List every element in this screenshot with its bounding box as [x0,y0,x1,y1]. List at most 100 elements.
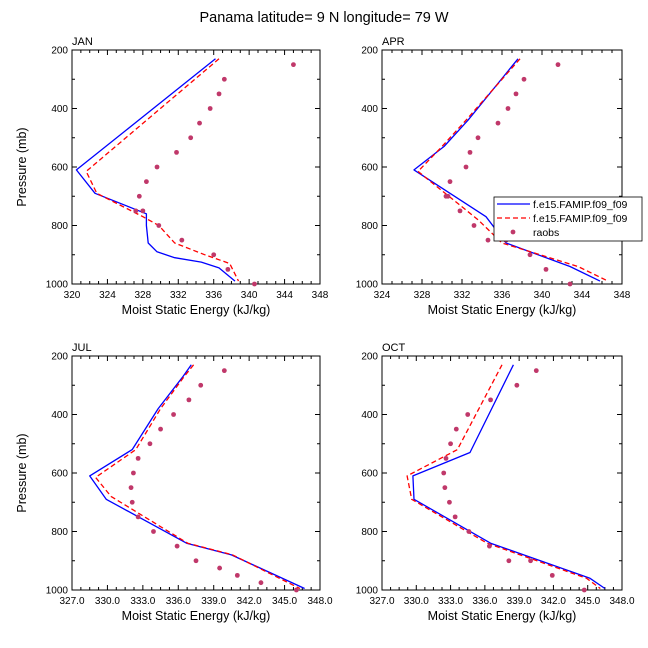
jan-ytick-label: 600 [51,163,68,174]
oct-ytick-label: 200 [361,352,378,363]
oct-model-solid-line [412,364,606,590]
oct-raobs-point [488,397,493,403]
jul-plot-frame [71,355,321,591]
apr-ytick-label: 800 [361,221,378,232]
legend-label: raobs [533,227,559,239]
jul-raobs-point [128,485,134,491]
apr-model-dashed-line [417,58,609,282]
jan-x-axis-title: Moist Static Energy (kJ/kg) [122,303,271,317]
jul-raobs-point [174,543,180,549]
jul-raobs-point [147,441,153,447]
jan-xtick-label: 344 [276,290,293,301]
jan-raobs-point [197,120,202,126]
jul-ytick-label: 200 [51,352,68,363]
jan-raobs-point [225,266,231,272]
jan-raobs-point [211,252,217,258]
jul-panel-label: JUL [72,342,92,354]
oct-raobs-point [581,587,587,593]
apr-raobs-point [555,62,561,68]
apr-ytick-label: 200 [361,46,378,57]
oct-xtick-label: 348.0 [609,596,634,607]
oct-xtick-label: 336.0 [472,596,497,607]
jan-raobs-point [221,76,227,82]
apr-raobs-point [543,266,549,272]
jan-ytick-label: 400 [51,104,68,115]
apr-xtick-label: 336 [494,290,511,301]
oct-xtick-label: 327.0 [369,596,394,607]
apr-xtick-label: 332 [454,290,471,301]
oct-raobs-point [514,382,520,388]
apr-xtick-label: 328 [414,290,431,301]
oct-x-axis-title: Moist Static Energy (kJ/kg) [428,609,577,623]
jan-raobs-point [133,208,139,214]
apr-raobs-point [467,149,473,155]
apr-model-solid-line [413,58,601,282]
apr-x-axis-title: Moist Static Energy (kJ/kg) [428,303,577,317]
apr-raobs-point [567,281,573,287]
apr-ytick-label: 400 [361,104,378,115]
jan-raobs-point [179,237,185,243]
apr-raobs-point [471,223,477,228]
jul-ytick-label: 400 [51,410,68,421]
oct-ytick-label: 600 [361,469,378,480]
apr-raobs-point [463,164,469,170]
oct-ytick-label: 800 [361,527,378,538]
apr-ytick-label: 1000 [356,280,379,291]
apr-xtick-label: 324 [374,290,391,301]
apr-raobs-point [457,208,463,214]
jan-xtick-label: 332 [170,290,187,301]
jul-xtick-label: 336.0 [166,596,191,607]
oct-raobs-point [443,455,449,461]
oct-raobs-point [442,485,448,491]
legend-label: f.e15.FAMIP.f09_f09 [533,199,628,211]
oct-raobs-point [453,426,459,432]
oct-raobs-point [533,368,539,374]
jan-model-solid-line [75,58,236,282]
apr-panel-label: APR [382,36,405,48]
oct-raobs-point [466,529,472,534]
jan-raobs-point [136,193,142,199]
jul-xtick-label: 345.0 [272,596,297,607]
jul-raobs-point [234,572,240,578]
jul-ytick-label: 1000 [46,586,69,597]
jul-xtick-label: 330.0 [95,596,120,607]
jul-x-axis-title: Moist Static Energy (kJ/kg) [122,609,271,623]
jan-raobs-point [174,149,179,155]
apr-raobs-point [521,76,527,82]
jul-raobs-point [293,587,299,593]
oct-model-dashed-line [406,364,601,590]
jan-y-axis-title: Pressure (mb) [15,127,29,206]
jul-raobs-point [186,397,192,403]
jan-raobs-point [216,91,222,97]
jul-y-axis-title: Pressure (mb) [15,433,29,512]
jul-xtick-label: 348.0 [307,596,332,607]
oct-raobs-point [487,543,492,549]
apr-xtick-label: 348 [614,290,631,301]
apr-raobs-point [495,120,501,126]
apr-raobs-point [505,106,511,111]
jul-raobs-point [171,412,176,417]
oct-raobs-point [506,558,512,564]
oct-raobs-point [441,470,447,476]
jul-raobs-point [198,382,204,388]
oct-raobs-point [447,499,452,505]
jul-raobs-point [221,368,227,374]
jan-raobs-point [144,179,149,185]
apr-xtick-label: 340 [534,290,551,301]
jan-xtick-label: 340 [241,290,258,301]
oct-xtick-label: 342.0 [541,596,566,607]
jan-ytick-label: 800 [51,221,68,232]
jan-ytick-label: 200 [51,46,68,57]
oct-xtick-label: 330.0 [404,596,429,607]
jul-raobs-point [129,499,135,505]
jul-xtick-label: 327.0 [59,596,84,607]
legend-marker [510,229,516,235]
jul-raobs-point [217,565,223,571]
jul-model-solid-line [89,364,305,590]
apr-raobs-point [475,135,481,141]
